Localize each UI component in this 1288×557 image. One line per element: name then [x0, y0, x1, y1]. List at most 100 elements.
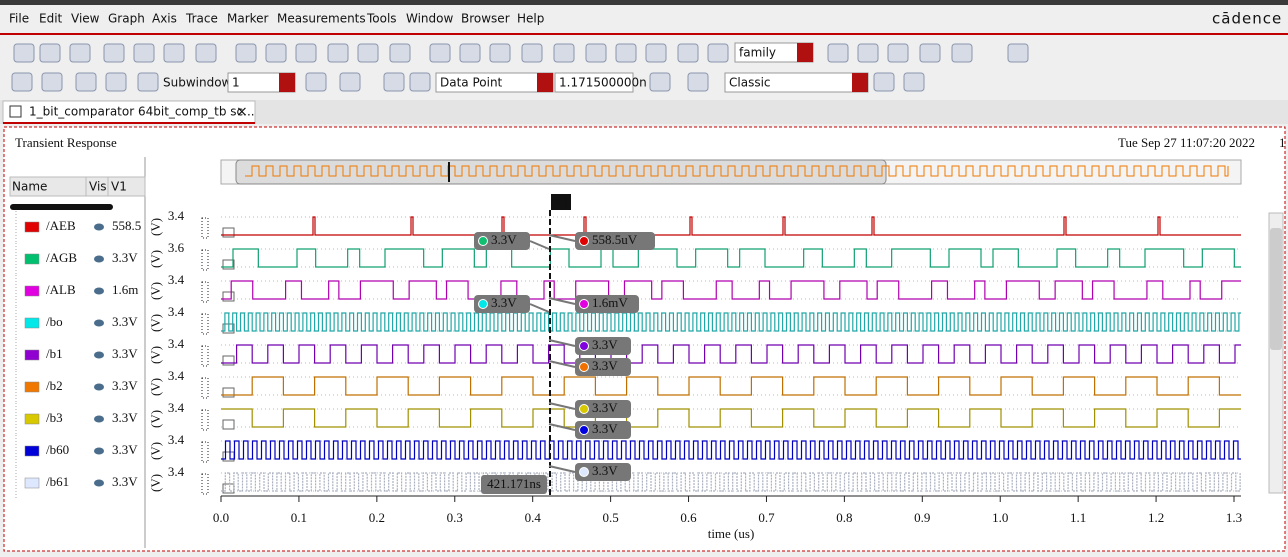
readout-dot	[579, 362, 589, 372]
toolbar-button[interactable]	[429, 43, 451, 63]
combo-arrow[interactable]	[537, 73, 553, 92]
y-unit: (V)	[148, 218, 163, 236]
toolbar-button[interactable]	[903, 72, 925, 92]
visibility-icon[interactable]	[94, 447, 104, 455]
visibility-icon[interactable]	[94, 319, 104, 327]
toolbar-button[interactable]	[459, 43, 481, 63]
visibility-icon[interactable]	[94, 479, 104, 487]
strip-handle[interactable]	[222, 419, 235, 430]
toolbar-button[interactable]	[41, 72, 63, 92]
combo-value[interactable]: Classic	[729, 76, 771, 90]
menu-item[interactable]: Window	[406, 12, 454, 26]
combo-arrow[interactable]	[852, 73, 868, 92]
toolbar-button[interactable]	[919, 43, 941, 63]
toolbar-button[interactable]	[295, 43, 317, 63]
toolbar-button[interactable]	[137, 72, 159, 92]
toolbar-button[interactable]	[951, 43, 973, 63]
combo-value[interactable]: family	[739, 46, 776, 60]
overview-window[interactable]	[235, 159, 887, 185]
toolbar-button[interactable]	[357, 43, 379, 63]
toolbar-button[interactable]	[615, 43, 637, 63]
strip-handle[interactable]	[222, 227, 235, 238]
combo-value[interactable]: 1	[232, 76, 240, 90]
combo-value[interactable]: Data Point	[440, 76, 503, 90]
toolbar-button[interactable]	[235, 43, 257, 63]
toolbar-button[interactable]	[133, 43, 155, 63]
marker-time-box	[481, 475, 547, 494]
menu-item[interactable]: View	[71, 12, 100, 26]
signal-name[interactable]: /bo	[46, 314, 63, 329]
toolbar-button[interactable]	[163, 43, 185, 63]
menu-item[interactable]: Browser	[461, 12, 510, 26]
toolbar-button[interactable]	[687, 72, 709, 92]
toolbar-button[interactable]	[645, 43, 667, 63]
toolbar-button[interactable]	[585, 43, 607, 63]
toolbar-button[interactable]	[195, 43, 217, 63]
toolbar-button[interactable]	[383, 72, 405, 92]
signal-name[interactable]: /AEB	[46, 218, 76, 233]
menu-item[interactable]: Axis	[152, 12, 177, 26]
v-scroll-thumb[interactable]	[1270, 228, 1282, 350]
toolbar-button[interactable]	[649, 72, 671, 92]
toolbar-button[interactable]	[489, 43, 511, 63]
toolbar-button[interactable]	[105, 72, 127, 92]
toolbar-button[interactable]	[75, 72, 97, 92]
toolbar-button[interactable]	[103, 43, 125, 63]
toolbar-button[interactable]	[1007, 43, 1029, 63]
strip-handle[interactable]	[222, 291, 235, 302]
signal-name[interactable]: /b3	[46, 410, 63, 425]
toolbar-button[interactable]	[69, 43, 91, 63]
marker-tag[interactable]	[551, 194, 571, 210]
menu-item[interactable]: Graph	[108, 12, 145, 26]
visibility-icon[interactable]	[94, 351, 104, 359]
toolbar-button[interactable]	[265, 43, 287, 63]
toolbar-button[interactable]	[857, 43, 879, 63]
combo-arrow[interactable]	[279, 73, 295, 92]
signal-name[interactable]: /ALB	[46, 282, 76, 297]
toolbar-button[interactable]	[13, 43, 35, 63]
menu-item[interactable]: Trace	[185, 12, 218, 26]
visibility-icon[interactable]	[94, 255, 104, 263]
toolbar-button[interactable]	[39, 43, 61, 63]
strip-handle[interactable]	[222, 451, 235, 462]
menu-item[interactable]: Help	[517, 12, 544, 26]
toolbar-button[interactable]	[827, 43, 849, 63]
toolbar-button[interactable]	[11, 72, 33, 92]
tab-label[interactable]: 1_bit_comparator 64bit_comp_tb sc...	[29, 105, 255, 119]
visibility-icon[interactable]	[94, 287, 104, 295]
toolbar-button[interactable]	[873, 72, 895, 92]
combo-arrow[interactable]	[797, 43, 813, 62]
y-unit: (V)	[148, 442, 163, 460]
menu-item[interactable]: Edit	[39, 12, 63, 26]
toolbar-button[interactable]	[389, 43, 411, 63]
signal-name[interactable]: /b1	[46, 346, 63, 361]
signal-name[interactable]: /b60	[46, 442, 69, 457]
visibility-icon[interactable]	[94, 383, 104, 391]
strip-handle[interactable]	[222, 387, 235, 398]
strip-handle[interactable]	[222, 483, 235, 494]
visibility-icon[interactable]	[94, 415, 104, 423]
toolbar-button[interactable]	[677, 43, 699, 63]
strip-handle[interactable]	[222, 355, 235, 366]
toolbar-button[interactable]	[707, 43, 729, 63]
toolbar-button[interactable]	[553, 43, 575, 63]
signal-name[interactable]: /AGB	[46, 250, 77, 265]
combo-value[interactable]: 1.171500000n	[559, 76, 647, 90]
toolbar-button[interactable]	[327, 43, 349, 63]
menu-item[interactable]: File	[9, 12, 29, 26]
toolbar-button[interactable]	[887, 43, 909, 63]
menu-item[interactable]: Tools	[366, 12, 397, 26]
menu-item[interactable]: Marker	[227, 12, 269, 26]
readout-dot	[579, 299, 589, 309]
visibility-icon[interactable]	[94, 223, 104, 231]
signal-name[interactable]: /b2	[46, 378, 63, 393]
toolbar-button[interactable]	[305, 72, 327, 92]
strip-handle[interactable]	[222, 259, 235, 270]
menu-item[interactable]: Measurements	[277, 12, 366, 26]
combo-box[interactable]	[554, 72, 634, 93]
toolbar-button[interactable]	[339, 72, 361, 92]
toolbar-button[interactable]	[521, 43, 543, 63]
toolbar-button[interactable]	[409, 72, 431, 92]
tab-close[interactable]: ×	[236, 104, 248, 120]
signal-name[interactable]: /b61	[46, 474, 69, 489]
